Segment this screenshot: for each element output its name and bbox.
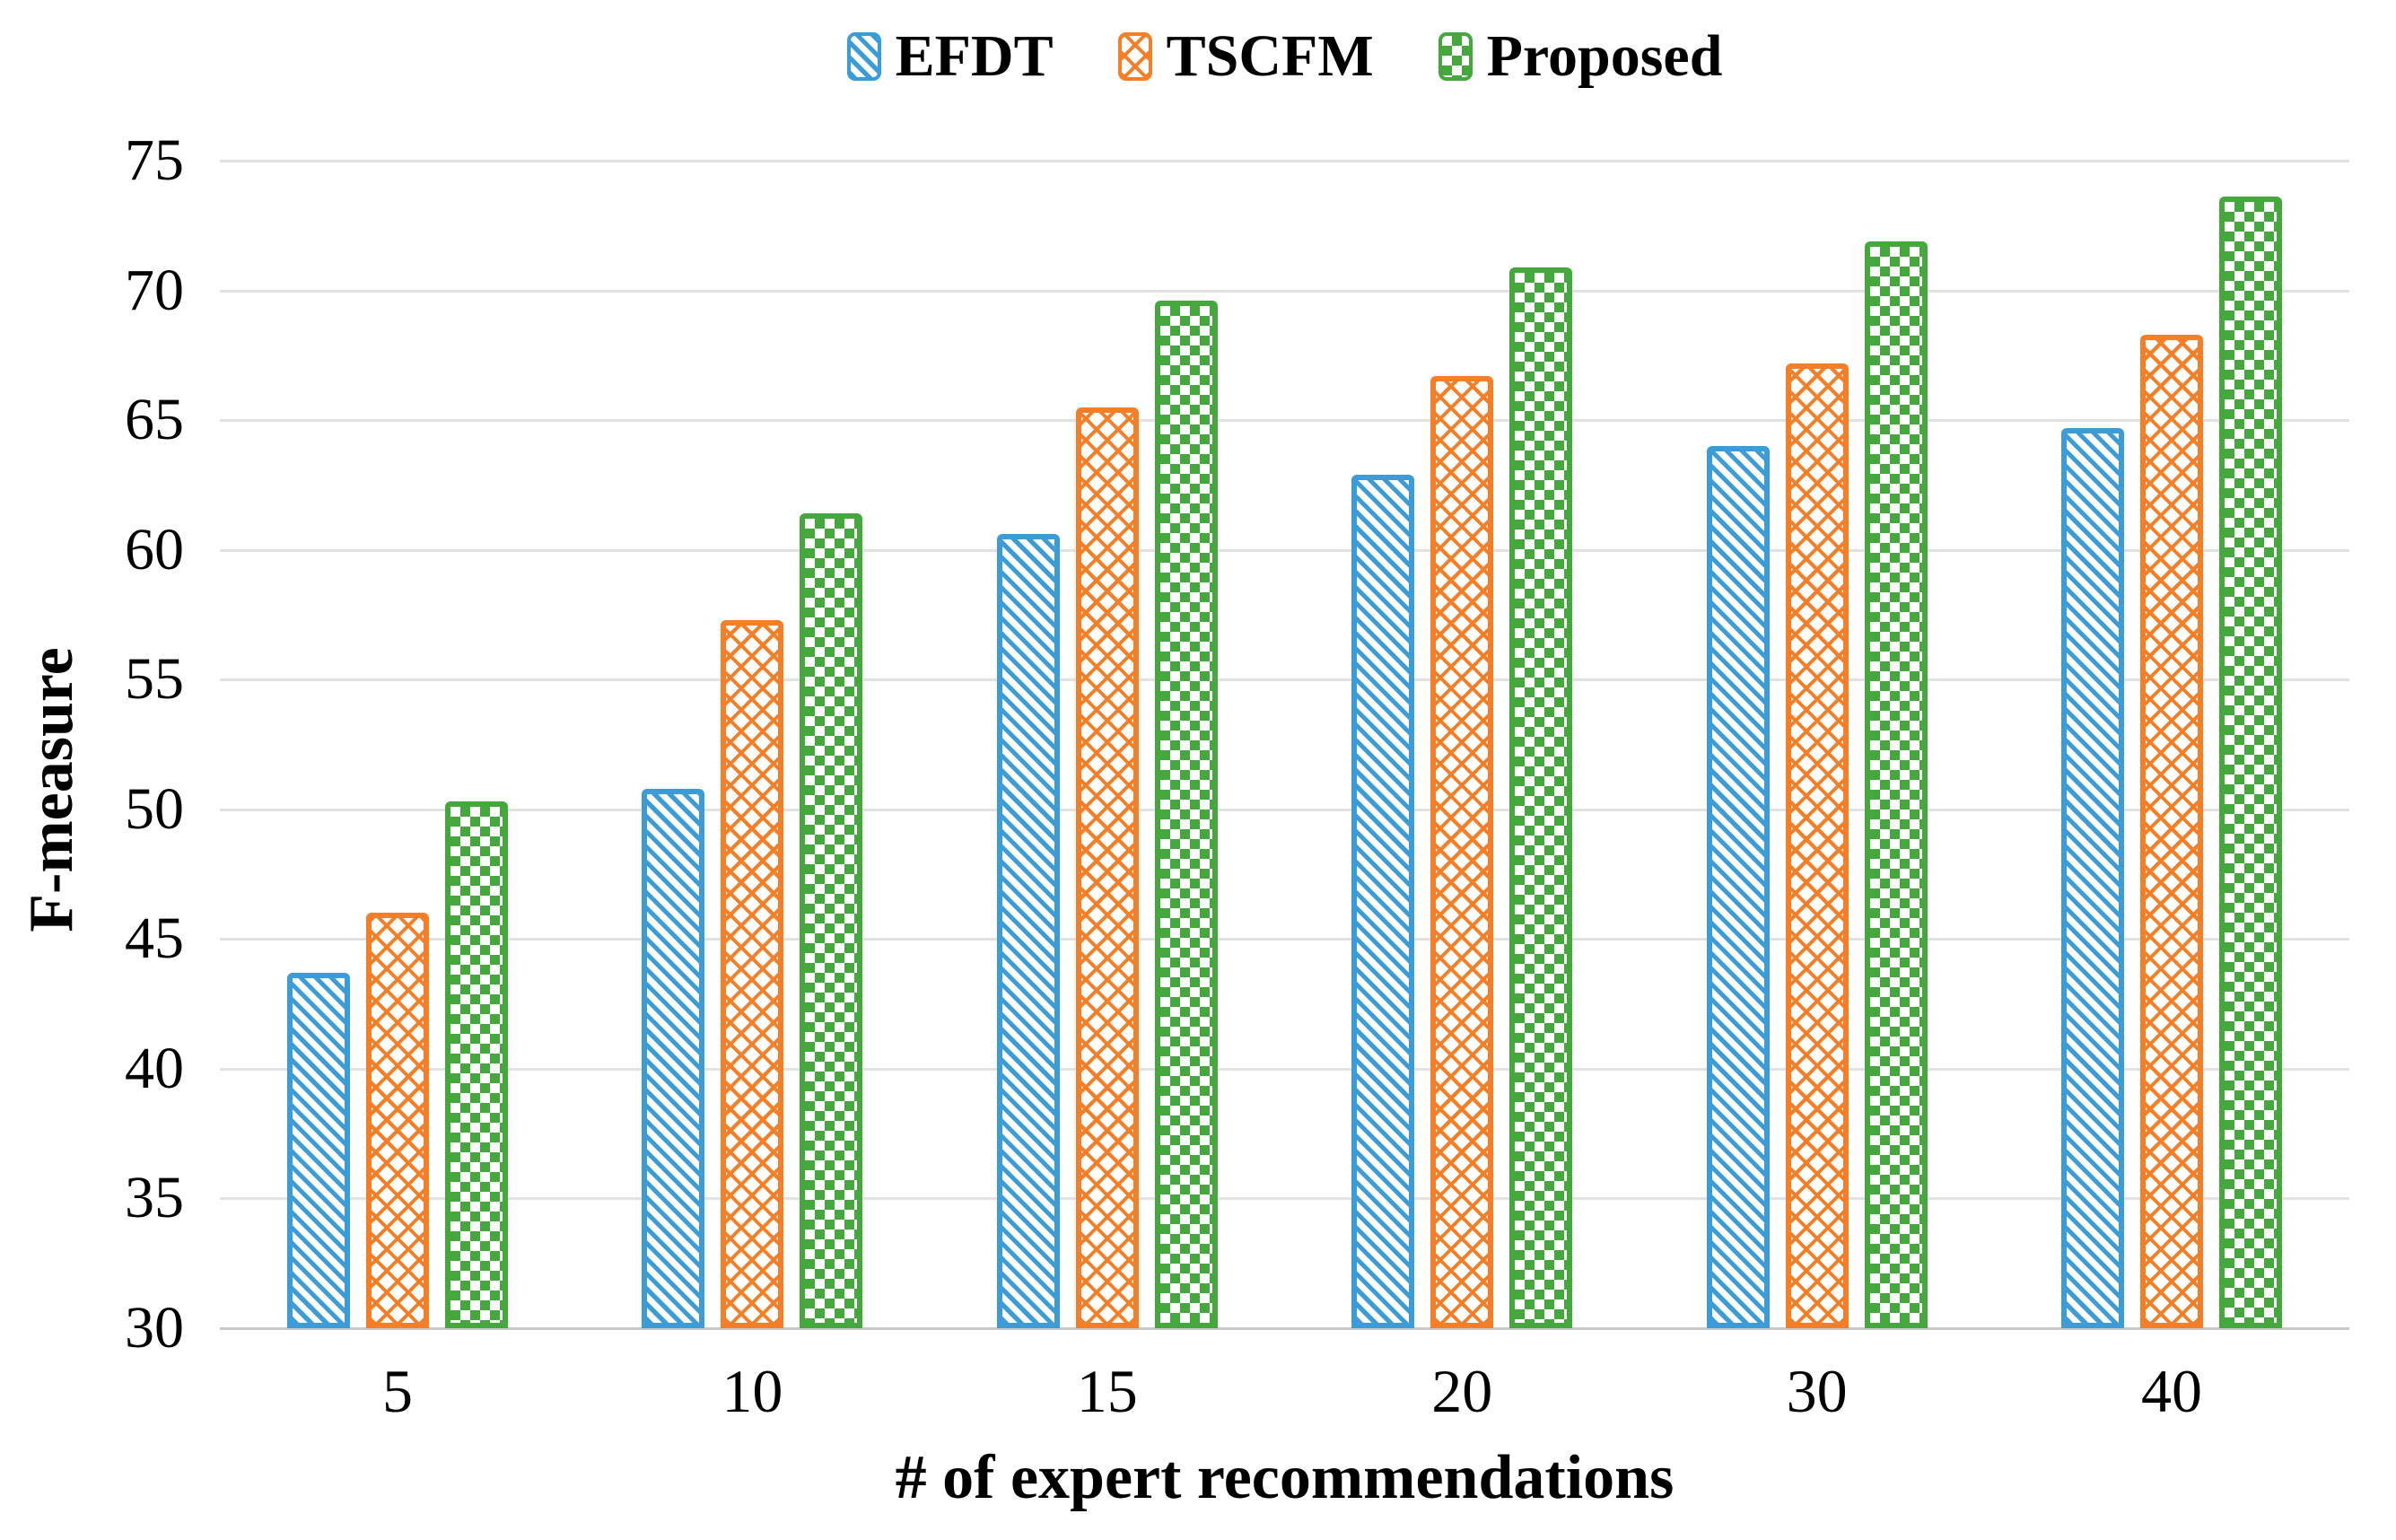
gridline-65 xyxy=(220,419,2349,423)
legend: EFDT TSCFM Proposed xyxy=(220,16,2349,97)
bar-efdt-40 xyxy=(2061,427,2124,1328)
gridline-75 xyxy=(220,160,2349,162)
legend-label-tscfm: TSCFM xyxy=(1166,23,1374,89)
x-axis-title: # of expert recommendations xyxy=(895,1443,1675,1512)
y-tick-50: 50 xyxy=(125,775,184,842)
gridline-45 xyxy=(220,938,2349,941)
bar-tscfm-10 xyxy=(721,619,784,1328)
bar-proposed-10 xyxy=(800,513,863,1328)
bar-efdt-10 xyxy=(642,788,705,1328)
bar-proposed-30 xyxy=(1864,241,1928,1328)
gridline-40 xyxy=(220,1067,2349,1071)
bar-proposed-20 xyxy=(1509,267,1573,1328)
bar-proposed-15 xyxy=(1154,301,1218,1328)
x-tick-40: 40 xyxy=(2141,1357,2202,1425)
y-tick-70: 70 xyxy=(125,257,184,323)
y-tick-35: 35 xyxy=(125,1165,184,1231)
gridline-60 xyxy=(220,548,2349,552)
bar-efdt-15 xyxy=(996,534,1060,1328)
legend-label-proposed: Proposed xyxy=(1486,23,1723,89)
y-tick-60: 60 xyxy=(125,516,184,582)
bar-efdt-20 xyxy=(1351,474,1415,1328)
y-axis-title: F-measure xyxy=(17,647,86,932)
y-tick-45: 45 xyxy=(125,906,184,972)
bar-proposed-40 xyxy=(2219,197,2282,1328)
y-tick-55: 55 xyxy=(125,646,184,713)
legend-label-efdt: EFDT xyxy=(895,23,1054,89)
gridline-55 xyxy=(220,678,2349,682)
legend-item-proposed: Proposed xyxy=(1438,23,1723,89)
x-tick-20: 20 xyxy=(1431,1357,1493,1425)
bar-tscfm-30 xyxy=(1785,363,1849,1328)
legend-item-efdt: EFDT xyxy=(846,23,1054,89)
x-tick-15: 15 xyxy=(1076,1357,1138,1425)
bar-efdt-30 xyxy=(1706,446,1770,1328)
x-tick-10: 10 xyxy=(721,1357,783,1425)
bar-proposed-5 xyxy=(445,801,508,1328)
y-tick-40: 40 xyxy=(125,1035,184,1101)
bar-tscfm-5 xyxy=(366,913,429,1328)
bar-tscfm-40 xyxy=(2140,334,2203,1328)
y-tick-75: 75 xyxy=(125,127,184,193)
y-tick-30: 30 xyxy=(125,1295,184,1361)
legend-swatch-tscfm-icon xyxy=(1117,32,1152,81)
bar-tscfm-15 xyxy=(1075,407,1139,1328)
legend-swatch-proposed-icon xyxy=(1438,32,1473,81)
x-tick-30: 30 xyxy=(1786,1357,1848,1425)
gridline-50 xyxy=(220,808,2349,811)
gridline-30 xyxy=(220,1327,2349,1330)
gridline-70 xyxy=(220,289,2349,293)
legend-item-tscfm: TSCFM xyxy=(1117,23,1374,89)
gridline-35 xyxy=(220,1197,2349,1201)
bar-efdt-5 xyxy=(287,972,350,1328)
y-tick-65: 65 xyxy=(125,387,184,453)
x-tick-5: 5 xyxy=(382,1357,413,1425)
bar-tscfm-20 xyxy=(1430,375,1494,1328)
legend-swatch-efdt-icon xyxy=(846,32,881,81)
